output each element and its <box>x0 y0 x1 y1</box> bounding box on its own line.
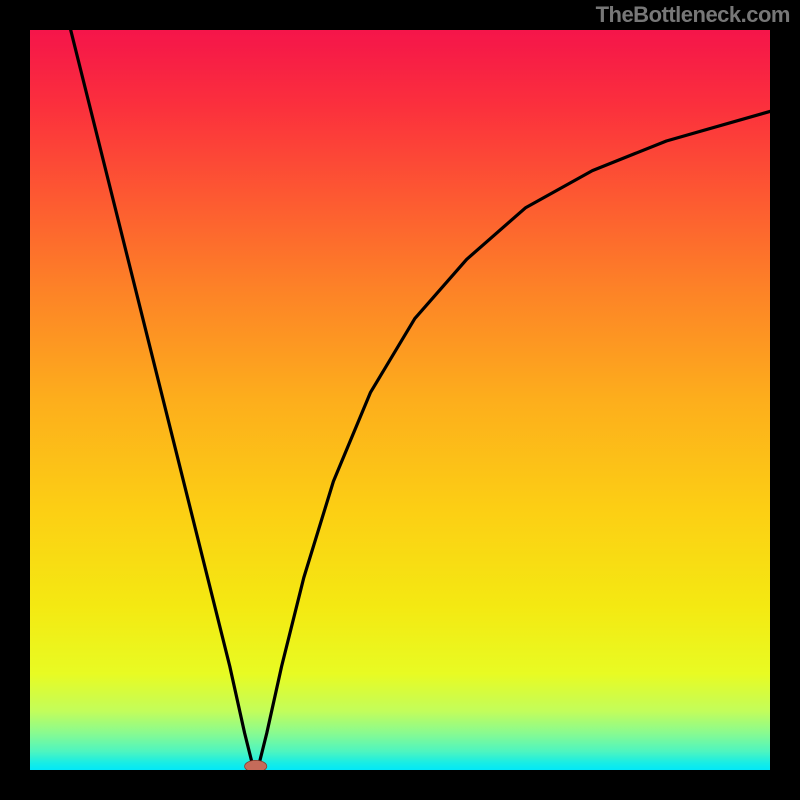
watermark-label: TheBottleneck.com <box>596 2 790 28</box>
plot-area <box>30 30 770 770</box>
optimum-marker <box>245 760 267 770</box>
plot-svg <box>30 30 770 770</box>
chart-container: TheBottleneck.com <box>0 0 800 800</box>
gradient-background <box>30 30 770 770</box>
